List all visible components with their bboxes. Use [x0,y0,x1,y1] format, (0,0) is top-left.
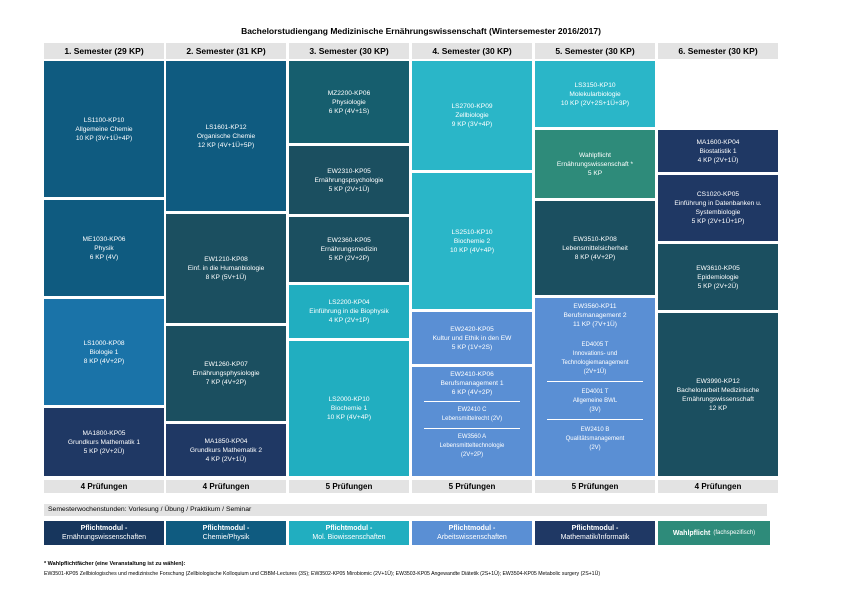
module-cs1020: CS1020-KP05 Einführung in Datenbanken u. S… [658,175,778,241]
footnote-text: EW3501-KP05 Zellbiologisches und medizin… [44,571,601,577]
divider [547,381,643,382]
module-ew3510: EW3510-KP08 Lebensmittelsicherheit 8 KP (4… [535,201,655,295]
module-wahlpflicht: Wahlpflicht Ernährungswissenschaft * 5 KP [535,130,655,198]
semester-4-column: 4. Semester (30 KP) [412,43,532,59]
exam-count: 4 Prüfungen [166,480,286,493]
module-ew2360: EW2360-KP05 Ernährungsmedizin 5 KP (2V+2P) [289,217,409,282]
divider [424,428,520,429]
legend-arbeit: Pflichtmodul - Arbeitswissenschaften [412,521,532,545]
exam-count: 5 Prüfungen [289,480,409,493]
divider [547,419,643,420]
module-ew1260: EW1260-KP07 Ernährungsphysiologie 7 KP (4V… [166,326,286,421]
legend-mathe-info: Pflichtmodul - Mathematik/Informatik [535,521,655,545]
exam-count: 5 Prüfungen [412,480,532,493]
footnote-title: * Wahlpflichtfächer (eine Veranstaltung … [44,561,186,567]
module-ls2000: LS2000-KP10 Biochemie 1 10 KP (4V+4P) [289,341,409,476]
legend-ernaehrung: Pflichtmodul - Ernährungswissenschaften [44,521,164,545]
module-ew2310: EW2310-KP05 Ernährungspsychologie 5 KP (2V… [289,146,409,214]
exam-count: 5 Prüfungen [535,480,655,493]
sws-legend: Semesterwochenstunden: Vorlesung / Übung… [44,504,767,516]
legend-mol-bio: Pflichtmodul - Mol. Biowissenschaften [289,521,409,545]
semester-header: 2. Semester (31 KP) [166,43,286,59]
divider [424,401,520,402]
semester-header: 3. Semester (30 KP) [289,43,409,59]
module-ew3990: EW3990-KP12 Bachelorarbeit Medizinische Er… [658,313,778,476]
module-ew3610: EW3610-KP05 Epidemiologie 5 KP (2V+2Ü) [658,244,778,310]
semester-3-column: 3. Semester (30 KP) [289,43,409,59]
legend-wahlpflicht: Wahlpflicht (fachspezifisch) [658,521,770,545]
exam-count: 4 Prüfungen [658,480,778,493]
module-ls2510: LS2510-KP10 Biochemie 2 10 KP (4V+4P) [412,173,532,309]
semester-6-column: 6. Semester (30 KP) [658,43,778,59]
module-ls3150: LS3150-KP10 Molekularbiologie 10 KP (2V+2S… [535,61,655,127]
semester-header: 4. Semester (30 KP) [412,43,532,59]
semester-1-column: 1. Semester (29 KP) [44,43,164,59]
module-mz2200: MZ2200-KP06 Physiologie 6 KP (4V+1S) [289,61,409,143]
module-ls1601: LS1601-KP12 Organische Chemie 12 KP (4V+1Ü… [166,61,286,211]
module-ls2700: LS2700-KP09 Zellbiologie 9 KP (3V+4P) [412,61,532,170]
module-ew2420: EW2420-KP05 Kultur und Ethik in den EW 5 K… [412,312,532,364]
semester-5-column: 5. Semester (30 KP) [535,43,655,59]
semester-header: 1. Semester (29 KP) [44,43,164,59]
semester-2-column: 2. Semester (31 KP) [166,43,286,59]
exam-count: 4 Prüfungen [44,480,164,493]
module-ls1100: LS1100-KP10 Allgemeine Chemie 10 KP (3V+1Ü… [44,61,164,197]
legend-chemie-physik: Pflichtmodul - Chemie/Physik [166,521,286,545]
module-ew1210: EW1210-KP08 Einf. in die Humanbiologie 8 K… [166,214,286,323]
module-ew3560: EW3560-KP11 Berufsmanagement 2 11 KP (7V+1… [535,298,655,476]
semester-header: 6. Semester (30 KP) [658,43,778,59]
module-ls2200: LS2200-KP04 Einführung in die Biophysik 4 … [289,285,409,338]
semester-header: 5. Semester (30 KP) [535,43,655,59]
module-me1030: ME1030-KP06 Physik 6 KP (4V) [44,200,164,296]
page-title: Bachelorstudiengang Medizinische Ernähru… [241,26,601,36]
